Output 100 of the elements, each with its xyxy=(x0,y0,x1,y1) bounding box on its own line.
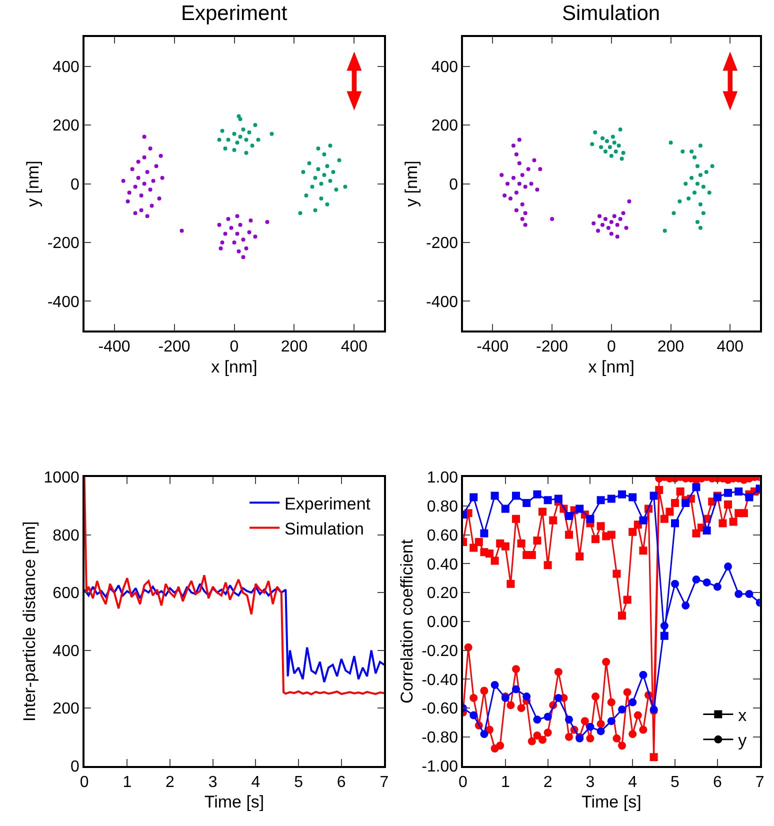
point xyxy=(609,154,614,158)
y-tick-label: -0.80 xyxy=(422,730,458,747)
point xyxy=(328,144,332,148)
point xyxy=(533,490,542,498)
point xyxy=(517,539,526,548)
point xyxy=(522,499,531,508)
point xyxy=(608,145,612,150)
y-tick-label: 200 xyxy=(431,118,458,135)
point xyxy=(544,728,552,737)
point xyxy=(660,514,668,523)
point xyxy=(238,117,242,122)
point xyxy=(517,161,522,166)
point xyxy=(618,612,626,620)
point xyxy=(148,188,152,192)
y-axis-title: y [nm] xyxy=(23,160,42,207)
point xyxy=(603,149,608,154)
y-tick-label: 200 xyxy=(52,118,80,135)
point xyxy=(671,499,680,508)
x-tick-label: 400 xyxy=(340,338,368,356)
y-tick-label: 0.60 xyxy=(426,527,458,544)
point xyxy=(226,217,230,221)
line-series xyxy=(84,477,384,696)
point xyxy=(319,182,324,186)
point xyxy=(538,736,547,744)
point xyxy=(692,529,700,538)
point xyxy=(565,512,574,520)
point xyxy=(590,142,594,146)
point xyxy=(599,145,604,150)
point xyxy=(698,226,702,230)
point xyxy=(596,228,600,233)
y-tick-label: 0 xyxy=(70,176,80,194)
point xyxy=(154,164,158,168)
point xyxy=(533,716,542,724)
point xyxy=(501,504,510,513)
point xyxy=(615,222,620,227)
point xyxy=(639,726,648,734)
point xyxy=(580,717,589,726)
point xyxy=(639,670,648,679)
point xyxy=(682,602,690,610)
point xyxy=(470,711,478,720)
point xyxy=(229,226,234,230)
point xyxy=(512,685,520,694)
point xyxy=(236,114,241,118)
point xyxy=(223,146,228,151)
point xyxy=(158,154,163,158)
point xyxy=(313,176,318,180)
point xyxy=(554,494,562,503)
point xyxy=(535,188,540,192)
point xyxy=(620,156,624,161)
point xyxy=(250,144,254,148)
point xyxy=(707,190,712,195)
point xyxy=(232,132,236,136)
point xyxy=(490,492,499,500)
point xyxy=(139,208,144,212)
point xyxy=(618,127,622,132)
point xyxy=(325,202,330,206)
y-axis-title: Correlation coefficient xyxy=(398,539,417,704)
y-tick-label: 0.20 xyxy=(426,585,458,602)
x-tick-label: 4 xyxy=(251,774,260,791)
point xyxy=(514,190,518,195)
x-tick-label: 6 xyxy=(712,774,722,791)
point xyxy=(506,182,510,186)
y-tick-label: -200 xyxy=(47,235,80,252)
point xyxy=(139,194,144,198)
point xyxy=(238,222,242,227)
point xyxy=(612,734,621,742)
point xyxy=(544,712,552,721)
point xyxy=(604,139,609,144)
point xyxy=(618,490,626,498)
point xyxy=(600,136,605,140)
x-tick-label: -200 xyxy=(536,338,568,356)
point xyxy=(270,132,274,136)
y-tick-label: -0.60 xyxy=(422,700,458,718)
point xyxy=(217,222,222,227)
point xyxy=(602,658,610,666)
point xyxy=(550,217,554,221)
point xyxy=(133,184,138,189)
point xyxy=(235,140,240,145)
point xyxy=(220,240,224,244)
point xyxy=(702,526,711,534)
point xyxy=(692,483,700,492)
point xyxy=(512,514,520,523)
point xyxy=(522,692,531,701)
point xyxy=(142,134,146,139)
x-tick-label: -400 xyxy=(476,338,509,356)
point xyxy=(607,530,616,539)
point xyxy=(676,487,684,496)
y-tick-label: 400 xyxy=(52,58,80,76)
point xyxy=(145,214,150,218)
point xyxy=(145,170,150,174)
point xyxy=(576,552,584,560)
point xyxy=(313,208,318,212)
point xyxy=(592,221,596,226)
point xyxy=(248,218,253,222)
y-tick-label: -0.40 xyxy=(422,672,458,689)
point xyxy=(710,164,714,168)
x-tick-label: 4 xyxy=(628,774,638,791)
point xyxy=(538,167,542,172)
point xyxy=(180,228,184,233)
point xyxy=(592,535,600,544)
